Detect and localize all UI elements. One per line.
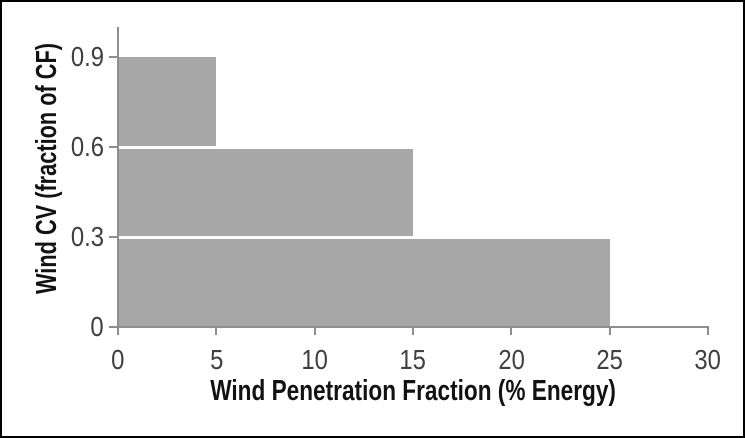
y-tick-label: 0 (34, 311, 104, 343)
bar-segment (118, 57, 217, 147)
x-tick-label: 5 (156, 344, 276, 376)
x-tick-label-text: 25 (596, 344, 623, 375)
x-axis-tick (707, 328, 709, 335)
bar-separator (118, 145, 413, 149)
y-axis-tick (109, 326, 118, 328)
x-axis-title-text: Wind Penetration Fraction (% Energy) (210, 375, 616, 407)
bar-segment (118, 147, 413, 237)
y-axis-line (117, 27, 119, 329)
x-tick-label-text: 15 (399, 344, 427, 375)
y-tick-label-text: 0 (90, 311, 104, 342)
x-axis-tick (412, 328, 414, 335)
y-axis-title-text: Wind CV (fraction of CF) (30, 42, 63, 294)
x-axis-tick (608, 328, 611, 335)
x-axis-tick (215, 328, 218, 335)
x-tick-label-text: 20 (498, 344, 525, 375)
x-axis-tick (117, 328, 119, 335)
bar-separator (118, 235, 610, 239)
y-axis-tick (109, 56, 118, 58)
x-axis-title: Wind Penetration Fraction (% Energy) (153, 374, 673, 408)
x-tick-label-text: 30 (694, 344, 722, 375)
bar-segment (118, 237, 610, 327)
x-tick-label-text: 0 (111, 344, 125, 375)
y-tick-label: 0.3 (34, 221, 104, 253)
x-tick-label: 10 (255, 344, 375, 376)
x-tick-label-text: 5 (209, 344, 223, 375)
y-axis-tick (109, 236, 118, 238)
y-tick-label-text: 0.3 (70, 221, 104, 252)
x-tick-label: 25 (550, 344, 670, 376)
x-axis-tick (313, 328, 316, 335)
x-axis-tick (510, 328, 513, 335)
y-axis-tick (109, 146, 118, 148)
y-tick-label-text: 0.6 (70, 131, 104, 162)
x-tick-label: 0 (58, 344, 178, 376)
x-tick-label: 30 (648, 344, 743, 376)
y-tick-label: 0.6 (34, 131, 104, 163)
x-tick-label: 15 (353, 344, 473, 376)
y-tick-label-text: 0.9 (70, 41, 104, 72)
x-tick-label-text: 10 (301, 344, 328, 375)
x-axis-line (117, 326, 709, 328)
x-tick-label: 20 (451, 344, 571, 376)
y-tick-label: 0.9 (34, 41, 104, 73)
